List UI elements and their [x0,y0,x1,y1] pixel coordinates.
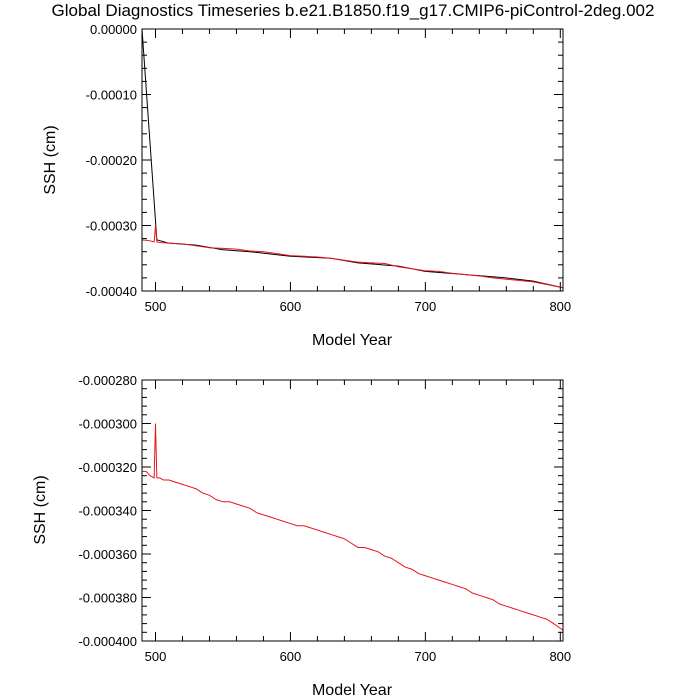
bottom-chart-xtick-label: 600 [280,649,302,664]
top-chart-ytick-label: -0.00040 [86,284,137,299]
bottom-chart-series-line-0 [142,423,564,631]
bottom-chart-xlabel: Model Year [312,682,393,699]
bottom-chart-ytick-label: -0.000280 [78,373,137,388]
top-chart-xtick-label: 500 [145,299,167,314]
bottom-chart-ytick-label: -0.000320 [78,460,137,475]
top-chart-xtick-label: 600 [280,299,302,314]
top-chart-xtick-label: 800 [549,299,571,314]
top-chart-ytick-label: 0.00000 [90,22,137,37]
bottom-chart-xtick-label: 700 [415,649,437,664]
bottom-chart-frame [141,379,564,642]
top-chart-ytick-label: -0.00010 [86,88,137,103]
top-chart-ytick-label: -0.00020 [86,153,137,168]
bottom-chart-ytick-label: -0.000360 [78,547,137,562]
bottom-chart-xtick-label: 500 [145,649,167,664]
top-chart-frame [141,28,564,292]
top-chart-series-line-1 [141,225,564,289]
top-chart-series-line-0 [141,28,564,289]
bottom-chart-ylabel: SSH (cm) [32,475,49,544]
bottom-chart: Model Year SSH (cm) 500 600 700 800 -0.00028… [32,373,571,699]
figure-title: Global Diagnostics Timeseries b.e21.B185… [52,1,655,20]
bottom-chart-xtick-label: 800 [549,649,571,664]
top-chart-xlabel: Model Year [312,332,393,349]
bottom-chart-ytick-label: -0.000300 [78,417,137,432]
top-chart-ytick-label: -0.00030 [86,219,137,234]
top-chart: Model Year SSH (cm) 500 600 700 800 0.00000 -… [42,22,571,349]
top-chart-ylabel: SSH (cm) [42,125,59,194]
bottom-chart-ytick-label: -0.000380 [78,591,137,606]
bottom-chart-ytick-label: -0.000400 [78,634,137,649]
bottom-chart-ytick-label: -0.000340 [78,504,137,519]
top-chart-xtick-label: 700 [415,299,437,314]
